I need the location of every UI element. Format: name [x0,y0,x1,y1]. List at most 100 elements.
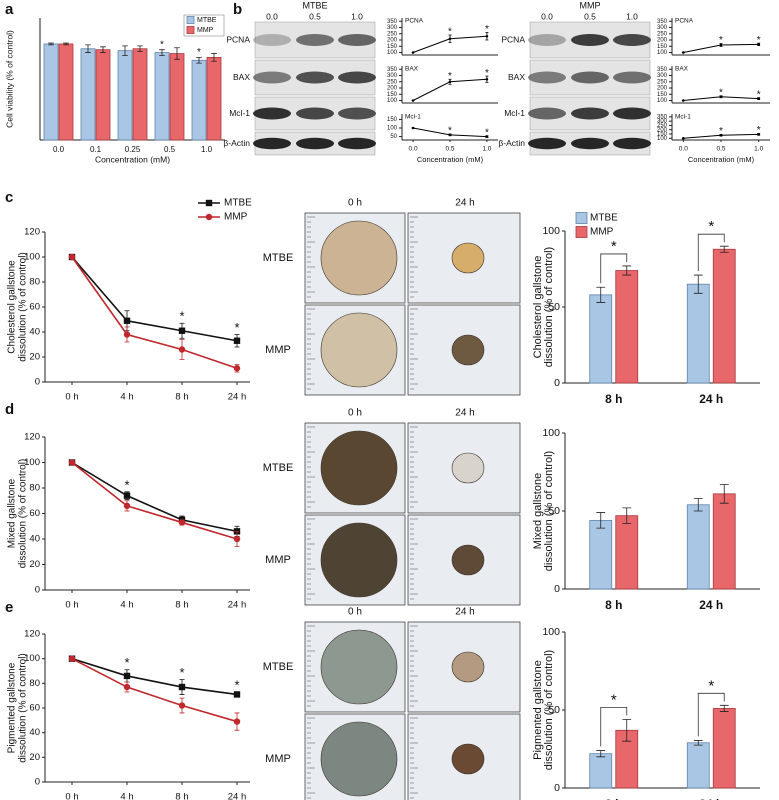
y-tick-label: 100 [24,653,40,664]
significance-mark: * [448,126,452,137]
bar [686,283,710,384]
data-point [448,133,452,137]
chart-title: Mcl-1 [405,114,421,121]
bar [712,248,736,384]
gallstone [320,721,398,797]
y-tick-label: 350 [657,19,668,25]
bar [117,50,133,141]
data-point [123,683,131,691]
error-bar [48,42,54,46]
bar [712,493,736,590]
blot-band [571,107,609,120]
y-tick-label: 350 [387,67,398,73]
bar [206,56,222,141]
bar [615,515,639,590]
blot-band [613,137,651,150]
y-tick-label: 80 [29,277,40,288]
blot-band [253,137,291,150]
significance-mark: * [485,127,489,138]
blot-treatment: MTBE [302,0,327,10]
y-tick-label: 0 [35,377,40,388]
y-tick-label: 120 [24,227,40,238]
gallstone [451,544,485,576]
y-tick-label: 300 [657,119,668,125]
blot-band [571,71,609,84]
y-axis-label: Mixed gallstone [532,473,544,549]
significance-mark: * [179,665,184,680]
y-tick-label: 250 [657,123,668,129]
error-bar [85,44,91,53]
blot-band [296,137,334,150]
gallstone [451,743,485,775]
error-bar [719,245,729,253]
y-axis-label: Pigmented gallstone [7,662,18,753]
blot-protein: Mcl-1 [504,108,525,118]
significance-mark: * [124,477,129,492]
bar [95,49,111,141]
data-point [123,331,131,338]
data-line [71,461,238,533]
y-tick-label: 100 [387,50,398,56]
legend-marker [205,213,213,221]
bar [43,43,59,141]
y-axis-label: dissolution (% of control) [543,650,555,770]
panel-letter: e [5,599,13,616]
data-point [178,346,186,353]
significance-mark: * [197,47,201,58]
legend-swatch [575,226,588,238]
y-tick-label: 40 [29,534,40,545]
data-point [485,77,489,81]
legend-label: MTBE [590,213,618,224]
photo-time: 24 h [455,408,474,419]
y-tick-label: 0 [35,585,40,596]
data-line [71,461,238,540]
significance-mark: * [234,320,239,335]
photo-row-label: MMP [265,344,291,356]
data-point [123,672,131,680]
x-tick-label: 0 h [65,392,78,403]
gallstone [451,334,485,366]
bar [169,53,185,141]
significance-mark: * [611,238,617,255]
significance-mark: * [234,677,239,692]
significance-mark: * [708,677,714,694]
data-point [411,126,415,130]
x-tick-label: 4 h [120,600,133,611]
blot-concentration: 1.0 [351,11,363,21]
significance-mark: * [757,35,761,46]
data-point [757,97,760,100]
data-point [68,655,76,662]
significance-mark: * [719,126,723,137]
y-tick-label: 300 [657,25,668,31]
error-bar [211,53,217,62]
bar [132,48,148,141]
error-bar [693,740,703,746]
data-point [448,80,452,84]
x-tick-label: 0.5 [164,145,176,154]
blot-band [296,107,334,120]
blot-band [571,137,609,150]
x-tick-label: 0.1 [90,145,102,154]
data-point [123,317,131,324]
y-axis-label: dissolution (% of control) [543,451,555,571]
y-tick-label: 0 [554,377,560,389]
y-tick-label: 150 [657,92,668,98]
x-tick-label: 1.0 [482,146,491,153]
y-tick-label: 200 [657,127,668,133]
y-tick-label: 250 [657,31,668,37]
x-tick-label: 24 h [699,598,723,612]
data-point [411,99,415,102]
chart-title: Mcl-1 [675,114,691,121]
data-point [233,337,241,344]
y-tick-label: 40 [29,727,40,738]
x-tick-label: 8 h [175,792,188,800]
blot-band [338,34,376,46]
blot-band [571,34,609,46]
y-axis-label: dissolution (% of control) [18,459,29,569]
data-point [719,133,723,137]
blot-protein: Mcl-1 [229,108,250,118]
data-line [71,657,238,723]
significance-mark: * [448,71,452,82]
data-point [178,702,186,709]
y-tick-label: 100 [24,457,40,468]
